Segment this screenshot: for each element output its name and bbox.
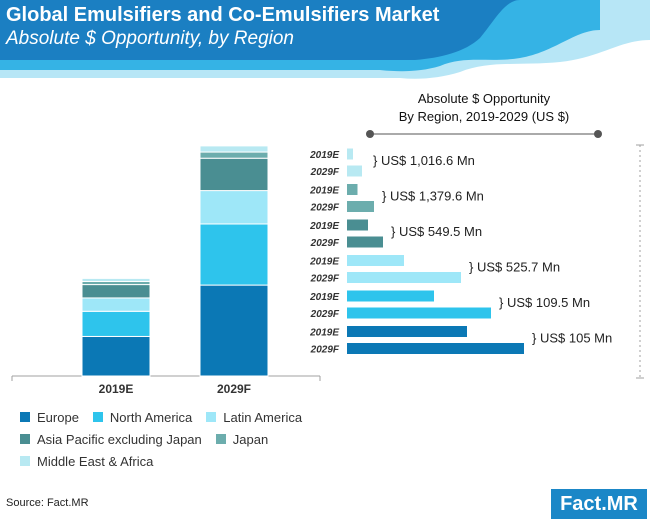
row-year-label: 2019E xyxy=(309,257,339,268)
row-year-label: 2029F xyxy=(310,345,340,356)
x-tick-label: 2029F xyxy=(217,382,251,396)
page-subtitle: Absolute $ Opportunity, by Region xyxy=(6,28,294,49)
row-year-label: 2019E xyxy=(309,221,339,232)
opportunity-bar xyxy=(347,255,404,266)
opportunity-bar xyxy=(347,290,434,302)
opportunity-value-label: } US$ 549.5 Mn xyxy=(391,224,482,239)
opportunity-bar xyxy=(347,219,368,231)
stacked-bar-segment xyxy=(199,223,269,286)
row-year-label: 2029F xyxy=(310,274,340,285)
legend-item-middle-east-africa: Middle East & Africa xyxy=(20,454,153,469)
legend-label: Europe xyxy=(37,409,79,425)
source-note: Source: Fact.MR xyxy=(6,497,89,509)
row-year-label: 2019E xyxy=(309,292,339,303)
legend-swatch xyxy=(20,412,30,422)
page-title: Global Emulsifiers and Co-Emulsifiers Ma… xyxy=(6,4,440,26)
legend-row: Middle East & Africa xyxy=(20,450,316,472)
opportunity-bar xyxy=(347,326,467,337)
legend-label: Middle East & Africa xyxy=(37,453,154,469)
stacked-bar-segment xyxy=(199,151,269,159)
opportunity-title-line: By Region, 2019-2029 (US $) xyxy=(399,109,570,124)
legend-swatch xyxy=(215,434,226,444)
row-year-label: 2029F xyxy=(310,167,340,178)
chart-area: 2019E 2029F Absolute $ Opportunity By Regio… xyxy=(11,91,644,396)
opportunity-value-label: } US$ 105 Mn xyxy=(532,331,612,346)
legend-label: North America xyxy=(109,409,193,425)
legend-swatch xyxy=(92,412,103,422)
stacked-bar-segment xyxy=(81,297,151,312)
opportunity-value-label: } US$ 1,016.6 Mn xyxy=(373,153,475,168)
legend-item-europe: Europe xyxy=(20,410,79,425)
x-tick-label: 2019E xyxy=(99,382,134,396)
row-year-label: 2019E xyxy=(309,328,339,339)
legend-swatch xyxy=(20,456,30,466)
row-year-label: 2029F xyxy=(310,203,340,214)
legend-item-latin-america: Latin America xyxy=(206,410,302,425)
legend-row: Europe North America Latin America xyxy=(20,406,316,428)
opportunity-bar xyxy=(347,165,362,177)
opportunity-bar xyxy=(347,272,461,283)
opportunity-bar xyxy=(347,201,374,212)
opportunity-bar xyxy=(347,184,358,195)
stacked-bar-segment xyxy=(81,335,151,377)
opportunity-value-label: } US$ 1,379.6 Mn xyxy=(382,189,484,204)
legend-swatch xyxy=(20,434,30,444)
opportunity-title-line: Absolute $ Opportunity xyxy=(418,91,551,106)
legend-label: Japan xyxy=(232,431,269,447)
opportunity-bar xyxy=(347,343,524,354)
row-year-label: 2029F xyxy=(310,309,340,320)
stacked-bar-segment xyxy=(199,145,269,153)
legend-item-japan: Japan xyxy=(215,431,269,447)
opportunity-bar xyxy=(347,307,491,319)
slider-handle xyxy=(366,130,374,138)
opportunity-bar xyxy=(347,236,383,248)
legend-item-asia-pacific: Asia Pacific excluding Japan xyxy=(20,432,202,447)
stacked-bar-segment xyxy=(81,277,151,282)
opportunity-value-label: } US$ 109.5 Mn xyxy=(499,295,590,310)
stacked-bar-segment xyxy=(199,284,269,377)
row-year-label: 2019E xyxy=(309,150,339,161)
legend-row: Asia Pacific excluding Japan Japan xyxy=(20,428,316,450)
legend-item-north-america: North America xyxy=(92,409,193,425)
stacked-bar-segment xyxy=(199,157,269,192)
row-year-label: 2029F xyxy=(310,238,340,249)
opportunity-bar xyxy=(347,148,353,160)
legend-label: Latin America xyxy=(223,409,303,425)
stacked-bar-segment xyxy=(199,190,269,225)
opportunity-value-label: } US$ 525.7 Mn xyxy=(469,260,560,275)
header-banner xyxy=(0,0,650,79)
legend-label: Asia Pacific excluding Japan xyxy=(37,431,202,447)
slider-handle xyxy=(594,130,602,138)
header-dark-panel xyxy=(0,0,520,60)
legend: Europe North America Latin America Asia … xyxy=(20,406,316,472)
stacked-bar-segment xyxy=(81,310,151,337)
legend-swatch xyxy=(206,412,217,422)
row-year-label: 2019E xyxy=(309,186,339,197)
stacked-bar-segment xyxy=(81,284,151,299)
factmr-logo: Fact.MR xyxy=(551,489,647,519)
